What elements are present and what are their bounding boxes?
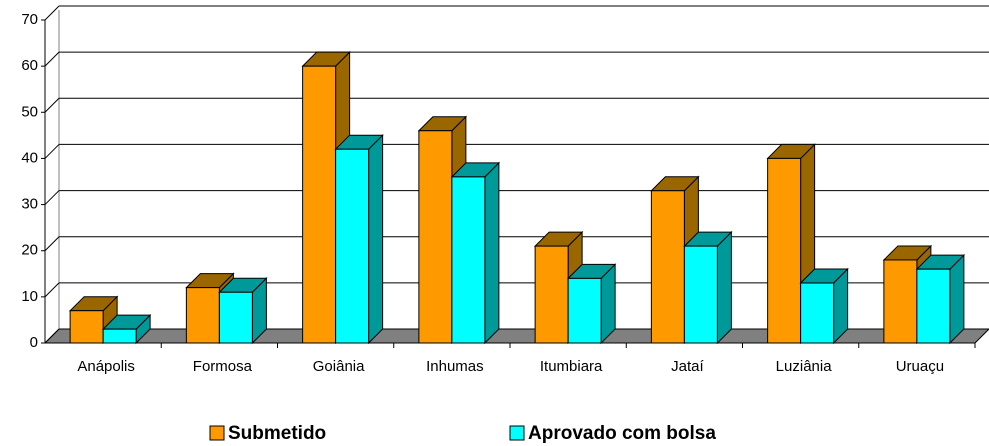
x-tick-label: Formosa: [193, 358, 253, 375]
y-tick-label: 0: [30, 334, 38, 351]
bar: [334, 133, 384, 345]
grid-depth: [44, 282, 60, 298]
grid-depth: [44, 328, 60, 344]
y-tick-label: 60: [21, 57, 38, 74]
x-tick-label: Jataí: [671, 358, 704, 375]
bar: [101, 313, 152, 345]
grid-depth: [44, 5, 60, 21]
y-tick-label: 30: [21, 196, 38, 213]
y-tick-label: 70: [21, 11, 38, 28]
bar: [566, 263, 617, 345]
x-tick-label: Inhumas: [426, 358, 484, 375]
x-tick-label: Goiânia: [313, 358, 365, 375]
x-tick-label: Anápolis: [77, 358, 135, 375]
legend-label: Aprovado com bolsa: [528, 423, 716, 444]
bar: [915, 253, 966, 345]
bar: [683, 230, 733, 345]
grid-depth: [44, 144, 60, 159]
y-tick-label: 20: [21, 242, 38, 259]
grid-depth: [44, 236, 60, 252]
grid-depth: [44, 51, 60, 67]
x-tick-label: Uruaçu: [896, 358, 944, 375]
x-tick-label: Itumbiara: [540, 358, 603, 375]
legend-swatch: [209, 425, 225, 441]
y-tick-label: 50: [21, 103, 38, 120]
grid-depth: [44, 97, 60, 113]
y-tick-label: 40: [21, 149, 38, 166]
legend-swatch: [509, 425, 525, 441]
x-tick-label: Luziânia: [776, 358, 833, 375]
legend-label: Submetido: [228, 423, 326, 444]
grid-depth: [44, 190, 60, 205]
y-tick-label: 10: [21, 288, 38, 305]
bar: [450, 161, 501, 345]
bar: [218, 277, 268, 345]
bar: [799, 267, 849, 345]
